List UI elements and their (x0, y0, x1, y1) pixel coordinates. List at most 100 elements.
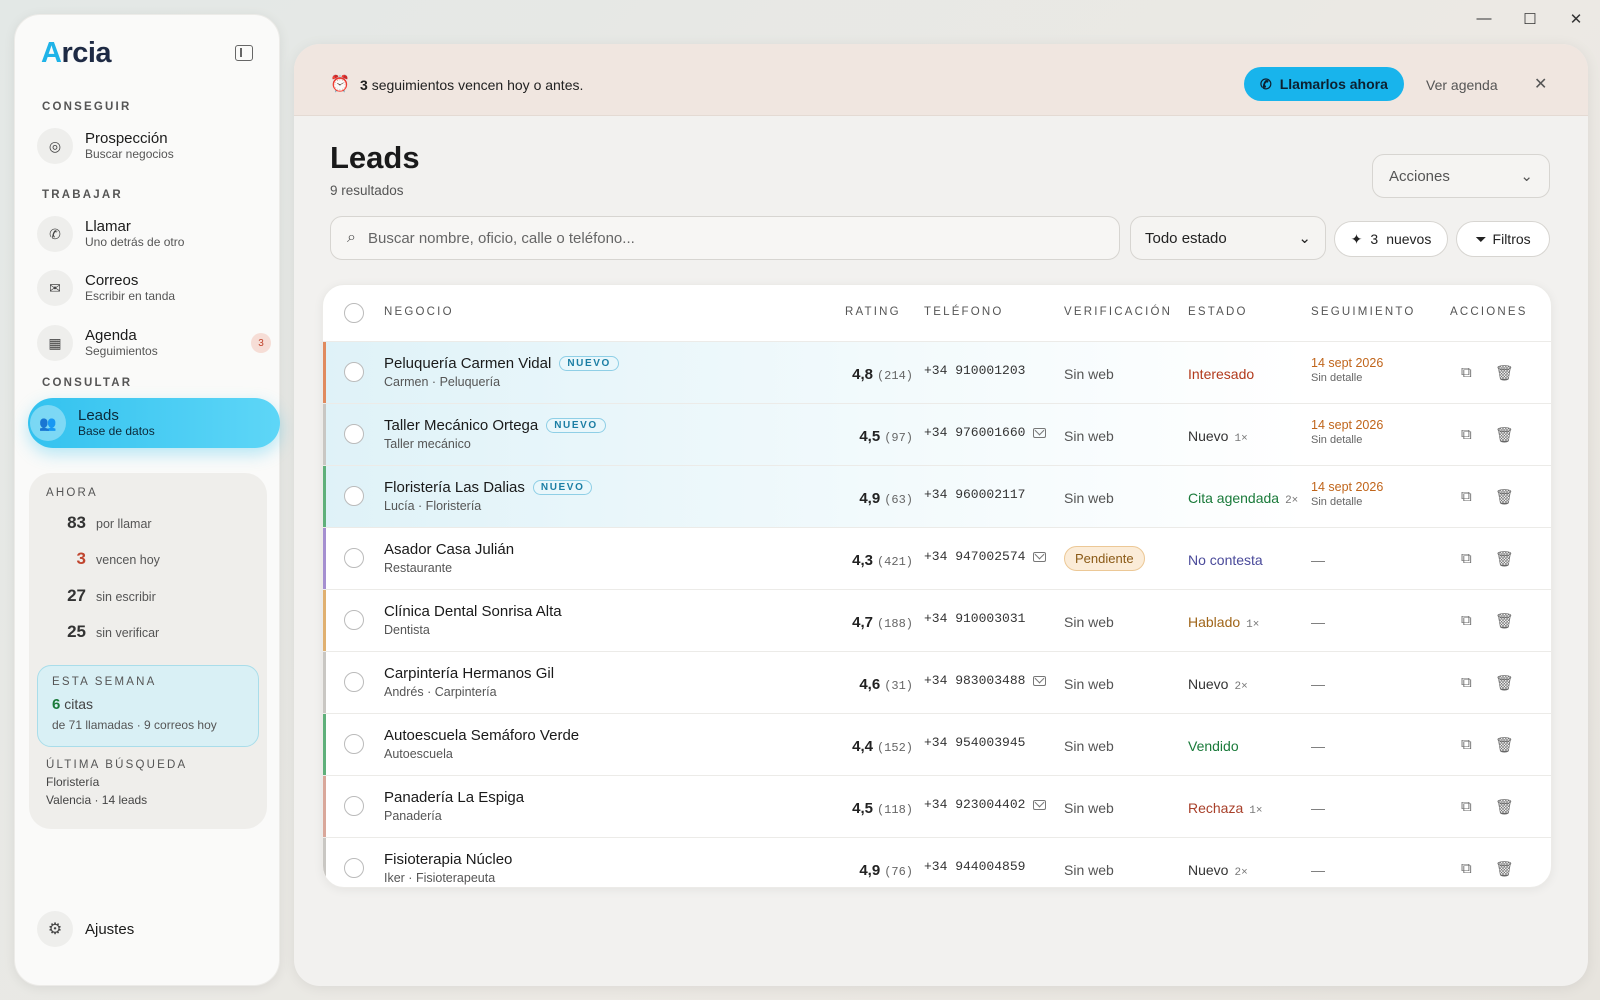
row-checkbox[interactable] (344, 548, 364, 568)
mail-icon: ✉ (37, 270, 73, 306)
phone-number[interactable]: +34 923004402 (924, 797, 1047, 812)
phone-number[interactable]: +34 983003488 (924, 673, 1047, 688)
copy-icon[interactable]: ⧉ (1461, 488, 1472, 505)
filters-button[interactable]: ⏷ Filtros (1456, 221, 1550, 257)
stat-sin-verificar[interactable]: 25 sin verificar (46, 622, 246, 642)
copy-icon[interactable]: ⧉ (1461, 736, 1472, 753)
trash-icon[interactable]: 🗑 (1495, 613, 1515, 630)
banner-message: 3 seguimientos vencen hoy o antes. (360, 77, 584, 93)
actions-dropdown[interactable]: Acciones ⌄ (1372, 154, 1550, 198)
phone-number[interactable]: +34 954003945 (924, 735, 1026, 750)
phone-number[interactable]: +34 944004859 (924, 859, 1026, 874)
lead-status[interactable]: Nuevo 1× (1188, 428, 1248, 445)
new-leads-filter[interactable]: ✦ 3 nuevos (1334, 221, 1448, 257)
lead-status[interactable]: Hablado 1× (1188, 614, 1260, 631)
row-checkbox[interactable] (344, 796, 364, 816)
mail-icon (1033, 675, 1047, 686)
close-window-button[interactable]: ✕ (1569, 11, 1583, 28)
table-row[interactable]: Clínica Dental Sonrisa Alta Dentista 4,7 (1… (323, 589, 1551, 651)
copy-icon[interactable]: ⧉ (1461, 612, 1472, 629)
business-name[interactable]: Autoescuela Semáforo Verde (384, 727, 580, 744)
trash-icon[interactable]: 🗑 (1495, 365, 1515, 382)
row-checkbox[interactable] (344, 486, 364, 506)
lead-status[interactable]: Nuevo 2× (1188, 676, 1248, 693)
table-row[interactable]: Autoescuela Semáforo Verde Autoescuela 4,4… (323, 713, 1551, 775)
lead-status[interactable]: Cita agendada 2× (1188, 490, 1299, 507)
rating-value: 4,5 (118) (852, 800, 913, 817)
table-row[interactable]: Floristería Las Dalias NUEVO Lucía · Flori… (323, 465, 1551, 527)
table-row[interactable]: Carpintería Hermanos Gil Andrés · Carpint… (323, 651, 1551, 713)
table-row[interactable]: Asador Casa Julián Restaurante 4,3 (421) +34… (323, 527, 1551, 589)
copy-icon[interactable]: ⧉ (1461, 550, 1472, 567)
row-checkbox[interactable] (344, 858, 364, 878)
row-checkbox[interactable] (344, 672, 364, 692)
followup-empty: — (1311, 552, 1325, 568)
phone-number[interactable]: +34 960002117 (924, 487, 1026, 502)
stat-por-llamar[interactable]: 83 por llamar (46, 513, 246, 533)
table-row[interactable]: Fisioterapia Núcleo Iker · Fisioterapeuta… (323, 837, 1551, 887)
settings-button[interactable]: ⚙ Ajustes (37, 911, 134, 947)
stat-vencen-hoy[interactable]: 3 vencen hoy (46, 549, 246, 569)
lead-status[interactable]: Nuevo 2× (1188, 862, 1248, 879)
view-agenda-link[interactable]: Ver agenda (1426, 77, 1498, 93)
table-row[interactable]: Peluquería Carmen Vidal NUEVO Carmen · Pel… (323, 341, 1551, 403)
business-name[interactable]: Asador Casa Julián (384, 541, 515, 558)
business-name[interactable]: Floristería Las Dalias NUEVO (384, 479, 593, 496)
row-checkbox[interactable] (344, 734, 364, 754)
last-search[interactable]: ÚLTIMA BÚSQUEDA Floristería Valencia · 1… (46, 759, 187, 807)
business-subtitle: Iker · Fisioterapeuta (384, 871, 496, 885)
status-select[interactable]: Todo estado ⌄ (1130, 216, 1326, 260)
copy-icon[interactable]: ⧉ (1461, 860, 1472, 877)
phone-number[interactable]: +34 910001203 (924, 363, 1026, 378)
phone-number[interactable]: +34 947002574 (924, 549, 1047, 564)
sidebar-item-leads[interactable]: 👥 Leads Base de datos (28, 398, 280, 448)
business-name[interactable]: Clínica Dental Sonrisa Alta (384, 603, 562, 620)
business-name[interactable]: Carpintería Hermanos Gil (384, 665, 555, 682)
trash-icon[interactable]: 🗑 (1495, 675, 1515, 692)
sidebar-item-prospeccion[interactable]: ◎ Prospección Buscar negocios (35, 121, 281, 171)
lead-status[interactable]: Interesado (1188, 366, 1255, 382)
business-name[interactable]: Panadería La Espiga (384, 789, 525, 806)
section-consultar: CONSULTAR (42, 377, 133, 389)
row-checkbox[interactable] (344, 424, 364, 444)
copy-icon[interactable]: ⧉ (1461, 798, 1472, 815)
phone-number[interactable]: +34 976001660 (924, 425, 1047, 440)
lead-status[interactable]: Rechaza 1× (1188, 800, 1263, 817)
collapse-sidebar-icon[interactable] (235, 45, 253, 61)
rating-value: 4,9 (63) (859, 490, 913, 507)
copy-icon[interactable]: ⧉ (1461, 674, 1472, 691)
close-icon[interactable]: ✕ (1534, 76, 1548, 93)
trash-icon[interactable]: 🗑 (1495, 737, 1515, 754)
row-checkbox[interactable] (344, 362, 364, 382)
table-row[interactable]: Taller Mecánico Ortega NUEVO Taller mecáni… (323, 403, 1551, 465)
sidebar-item-label: Agenda (85, 327, 137, 345)
row-checkbox[interactable] (344, 610, 364, 630)
trash-icon[interactable]: 🗑 (1495, 427, 1515, 444)
trash-icon[interactable]: 🗑 (1495, 551, 1515, 568)
phone-number[interactable]: +34 910003031 (924, 611, 1026, 626)
business-name[interactable]: Peluquería Carmen Vidal NUEVO (384, 355, 619, 372)
stat-label: sin escribir (96, 590, 156, 604)
lead-status[interactable]: No contesta (1188, 552, 1263, 568)
table-row[interactable]: Panadería La Espiga Panadería 4,5 (118) +34 … (323, 775, 1551, 837)
trash-icon[interactable]: 🗑 (1495, 861, 1515, 878)
sidebar-item-llamar[interactable]: ✆ Llamar Uno detrás de otro (35, 209, 281, 259)
call-now-button[interactable]: ✆ Llamarlos ahora (1244, 67, 1404, 101)
copy-icon[interactable]: ⧉ (1461, 426, 1472, 443)
business-name[interactable]: Taller Mecánico Ortega NUEVO (384, 417, 606, 434)
new-badge: NUEVO (546, 418, 606, 433)
business-name[interactable]: Fisioterapia Núcleo (384, 851, 513, 868)
search-input[interactable]: ⌕ Buscar nombre, oficio, calle o teléfon… (330, 216, 1120, 260)
week-summary-card[interactable]: ESTA SEMANA 6 citas de 71 llamadas · 9 c… (37, 665, 259, 747)
trash-icon[interactable]: 🗑 (1495, 489, 1515, 506)
stat-sin-escribir[interactable]: 27 sin escribir (46, 586, 246, 606)
trash-icon[interactable]: 🗑 (1495, 799, 1515, 816)
week-count: 6 citas (52, 696, 94, 713)
select-all-checkbox[interactable] (344, 303, 364, 323)
minimize-button[interactable]: — (1476, 10, 1492, 27)
sidebar-item-agenda[interactable]: ▦ Agenda Seguimientos 3 (35, 318, 281, 368)
sidebar-item-correos[interactable]: ✉ Correos Escribir en tanda (35, 263, 281, 313)
lead-status[interactable]: Vendido (1188, 738, 1239, 754)
maximize-button[interactable]: ☐ (1523, 11, 1537, 28)
copy-icon[interactable]: ⧉ (1461, 364, 1472, 381)
